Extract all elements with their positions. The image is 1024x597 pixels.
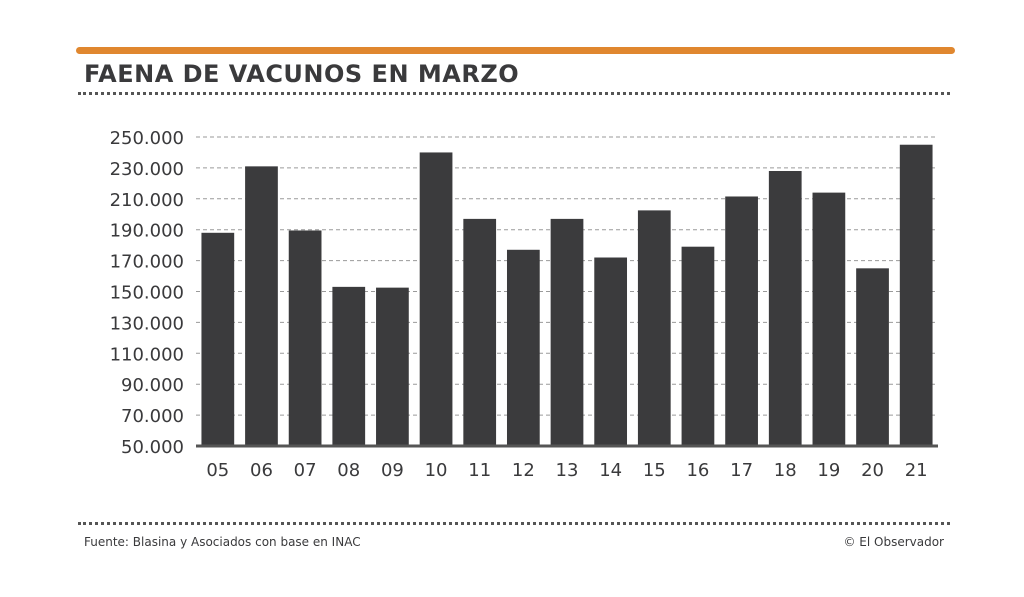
x-axis-ticks: 05 06 07 08 09 10 11 12 13 14 15 16 17 18 19 20 21 bbox=[206, 460, 927, 481]
bar-07 bbox=[288, 230, 322, 446]
bar-18 bbox=[768, 170, 802, 447]
x-tick-label: 06 bbox=[250, 460, 273, 481]
source-note: Fuente: Blasina y Asociados con base en … bbox=[84, 535, 361, 549]
x-tick-label: 12 bbox=[512, 460, 535, 481]
x-tick-label: 17 bbox=[730, 460, 753, 481]
x-tick-label: 10 bbox=[425, 460, 448, 481]
y-tick-label: 90.000 bbox=[121, 375, 184, 396]
y-tick-label: 50.000 bbox=[121, 437, 184, 458]
x-tick-label: 11 bbox=[468, 460, 491, 481]
x-tick-label: 07 bbox=[294, 460, 317, 481]
y-tick-label: 170.000 bbox=[110, 252, 184, 273]
y-tick-label: 70.000 bbox=[121, 406, 184, 427]
x-tick-label: 08 bbox=[337, 460, 360, 481]
y-tick-label: 130.000 bbox=[110, 313, 184, 334]
bars bbox=[201, 144, 933, 447]
x-tick-label: 18 bbox=[774, 460, 797, 481]
bar-05 bbox=[201, 232, 235, 446]
bar-12 bbox=[506, 249, 540, 446]
x-tick-label: 19 bbox=[817, 460, 840, 481]
y-tick-label: 110.000 bbox=[110, 344, 184, 365]
y-tick-label: 230.000 bbox=[110, 159, 184, 180]
bar-17 bbox=[725, 196, 758, 446]
x-tick-label: 15 bbox=[643, 460, 666, 481]
x-tick-label: 13 bbox=[556, 460, 579, 481]
bar-20 bbox=[856, 268, 889, 446]
y-tick-label: 210.000 bbox=[110, 190, 184, 211]
y-axis-ticks: 50.000 70.000 90.000 110.000 130.000 150.000 1… bbox=[110, 128, 184, 458]
header-divider bbox=[78, 92, 950, 95]
x-tick-label: 16 bbox=[686, 460, 709, 481]
footer-divider bbox=[78, 522, 950, 525]
y-tick-label: 250.000 bbox=[110, 128, 184, 149]
bar-14 bbox=[594, 257, 628, 446]
accent-bar bbox=[76, 47, 955, 54]
x-tick-label: 05 bbox=[206, 460, 229, 481]
x-tick-label: 09 bbox=[381, 460, 404, 481]
bar-15 bbox=[637, 210, 671, 446]
bar-16 bbox=[681, 246, 715, 446]
bar-09 bbox=[376, 287, 409, 446]
y-tick-label: 150.000 bbox=[110, 283, 184, 304]
x-tick-label: 20 bbox=[861, 460, 884, 481]
bar-06 bbox=[245, 166, 278, 447]
x-tick-label: 14 bbox=[599, 460, 622, 481]
chart-title: FAENA DE VACUNOS EN MARZO bbox=[84, 60, 520, 88]
bar-13 bbox=[550, 218, 584, 446]
y-tick-label: 190.000 bbox=[110, 221, 184, 242]
x-tick-label: 21 bbox=[905, 460, 928, 481]
bar-08 bbox=[332, 286, 366, 446]
bar-10 bbox=[419, 152, 453, 446]
bar-21 bbox=[899, 144, 933, 446]
bar-19 bbox=[812, 192, 846, 446]
credit-note: © El Observador bbox=[843, 535, 944, 549]
bar-11 bbox=[463, 218, 497, 446]
